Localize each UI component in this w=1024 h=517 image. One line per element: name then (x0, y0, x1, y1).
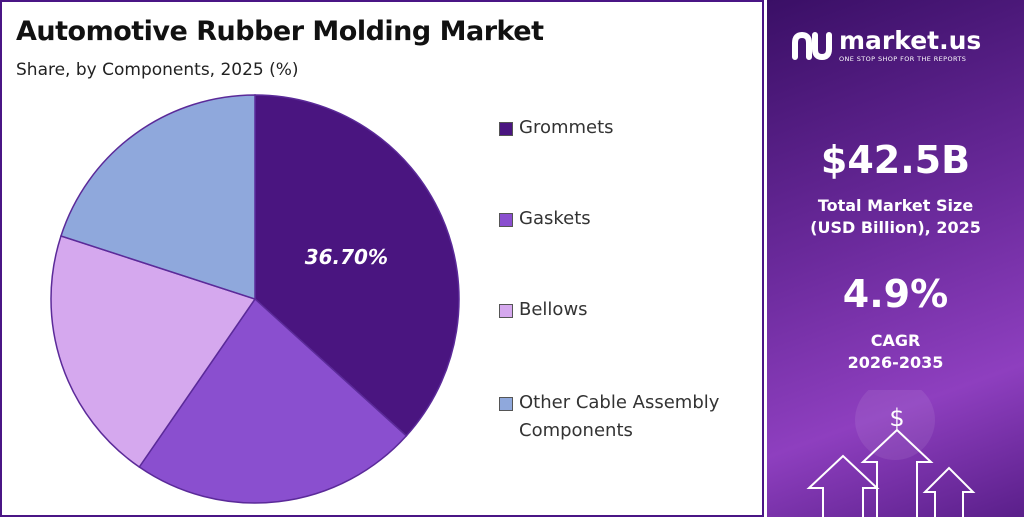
brand-name: market.us (839, 26, 982, 55)
growth-arrows-dollar-icon: $ (806, 390, 976, 517)
legend-label-gaskets: Gaskets (519, 208, 591, 229)
summary-panel: market.us ONE STOP SHOP FOR THE REPORTS … (767, 0, 1024, 517)
chart-subtitle: Share, by Components, 2025 (%) (16, 60, 299, 80)
chart-title: Automotive Rubber Molding Market (16, 16, 544, 47)
market-size-value: $42.5B (820, 138, 971, 182)
legend-item-gaskets: Gaskets (499, 208, 754, 233)
pie-chart: 36.70% (50, 94, 460, 504)
brand-tagline: ONE STOP SHOP FOR THE REPORTS (839, 55, 967, 63)
cagr-label: CAGR (870, 331, 921, 350)
pie-data-label-grommets: 36.70% (305, 245, 388, 269)
legend-swatch-grommets (499, 122, 513, 136)
chart-panel: Automotive Rubber Molding Market Share, … (0, 0, 764, 517)
legend-label-grommets: Grommets (519, 117, 614, 138)
cagr-value: 4.9% (842, 272, 949, 316)
legend-swatch-other-cable-assembly-components (499, 397, 513, 411)
legend-label-other-cable-assembly-components: Other Cable Assembly Components (519, 392, 720, 441)
svg-text:$: $ (889, 404, 904, 432)
cagr-period: 2026-2035 (847, 353, 944, 372)
legend-item-grommets: Grommets (499, 117, 754, 142)
legend-item-bellows: Bellows (499, 299, 754, 324)
legend-swatch-bellows (499, 304, 513, 318)
legend-swatch-gaskets (499, 213, 513, 227)
market-us-logo-icon (792, 31, 832, 60)
legend-item-other-cable-assembly-components: Other Cable Assembly Components (499, 392, 754, 445)
brand: market.us ONE STOP SHOP FOR THE REPORTS (791, 28, 981, 63)
market-size-label: Total Market Size (USD Billion), 2025 (810, 196, 981, 237)
pie-slice-gaskets (138, 297, 408, 504)
pie-slice-bellows (50, 235, 257, 469)
legend-label-bellows: Bellows (519, 299, 588, 320)
pie-slice-grommets (254, 94, 460, 437)
pie-slice-other-cable-assembly-components (60, 94, 256, 301)
